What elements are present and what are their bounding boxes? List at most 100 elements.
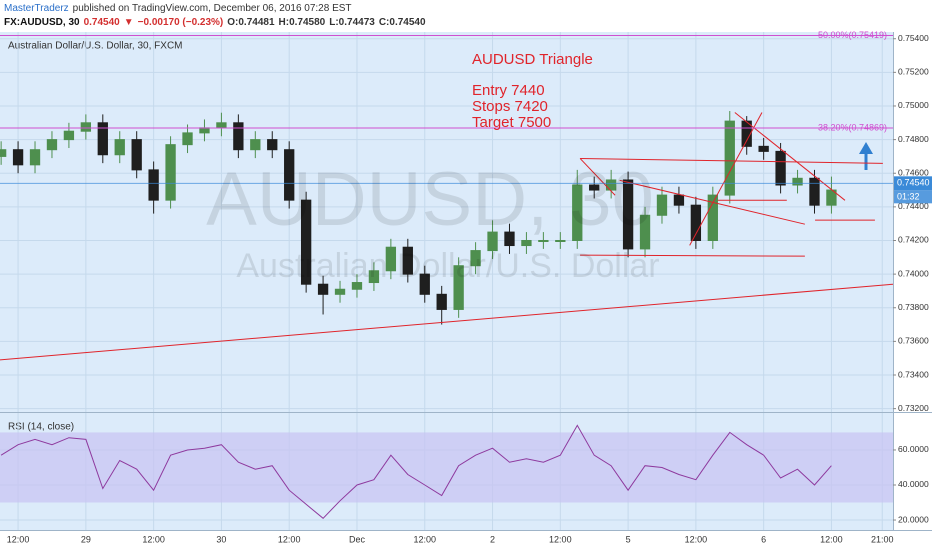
annotation-stops: Stops 7420 [472, 98, 548, 115]
fib-label: 50.00%(0.75419) [818, 30, 887, 40]
candle-body [775, 150, 786, 186]
countdown: 01:32 [897, 192, 920, 202]
x-tick-label: 12:00 [7, 534, 30, 544]
watermark-name: Australian Dollar/U.S. Dollar [236, 247, 659, 285]
candle-body [97, 122, 108, 156]
x-tick-label: 5 [626, 534, 631, 544]
y-tick-label: 0.73400 [898, 369, 929, 379]
candle-body [690, 204, 702, 241]
published: published on TradingView.com, December 0… [73, 3, 352, 14]
candle-body [487, 231, 498, 252]
annotation-target: Target 7500 [472, 114, 551, 131]
candle-body [63, 130, 75, 141]
y-tick-label: 0.75200 [898, 67, 929, 77]
trend-line [580, 254, 805, 257]
x-tick-label: 30 [216, 534, 226, 544]
candle-body [724, 120, 735, 196]
quote-item: C:0.74540 [379, 17, 426, 28]
candle-body [402, 246, 413, 275]
y-tick-label: 0.74400 [898, 201, 929, 211]
candle-body [368, 270, 380, 284]
y-tick-label: 0.75000 [898, 100, 929, 110]
quote-item: ▼ [124, 17, 134, 28]
quote-item: FX:AUDUSD, 30 [4, 17, 80, 28]
pane-title: Australian Dollar/U.S. Dollar, 30, FXCM [8, 41, 183, 52]
quote-item: L:0.74473 [329, 17, 375, 28]
candle-body [758, 145, 769, 152]
candle-body [809, 177, 820, 206]
candle-body [436, 293, 447, 310]
candle-body [639, 214, 651, 250]
y-tick-label: 0.73200 [898, 403, 929, 413]
trend-line [734, 112, 846, 201]
candle-body [741, 120, 752, 147]
candle-body [673, 194, 685, 206]
candle-body [148, 169, 159, 201]
candle-body [589, 184, 600, 191]
x-tick-label: Dec [349, 534, 366, 544]
candle-body [572, 184, 583, 241]
candle-body [555, 239, 566, 242]
candle-body [12, 149, 24, 166]
annotation-title: AUDUSD Triangle [472, 51, 593, 68]
quote-item: −0.00170 (−0.23%) [138, 17, 224, 28]
candle-body [131, 139, 142, 171]
candle-body [199, 127, 210, 134]
y-tick-label: 40.0000 [898, 479, 929, 489]
x-tick-label: 12:00 [278, 534, 301, 544]
candle-body [656, 194, 668, 216]
candle-body [521, 239, 532, 247]
candle-body [46, 139, 58, 151]
last-price-label: 0.74540 [897, 178, 930, 188]
y-tick-label: 0.74600 [898, 167, 929, 177]
y-tick-label: 60.0000 [898, 444, 929, 454]
candle-body [233, 122, 244, 151]
candle-body [0, 149, 7, 157]
header-line: MasterTraderz published on TradingView.co… [4, 3, 352, 14]
candle-body [29, 149, 41, 166]
quote-item: H:0.74580 [279, 17, 326, 28]
annotation: AUDUSD Triangle Entry 7440 Stops 7420 Ta… [472, 51, 593, 131]
y-tick-label: 0.74000 [898, 268, 929, 278]
candle-body [165, 144, 176, 201]
countdown-box [894, 190, 932, 204]
price-pane [0, 32, 893, 412]
y-tick-label: 0.74800 [898, 134, 929, 144]
candle-body [334, 288, 346, 295]
candle-body [538, 239, 549, 242]
candle-body [622, 179, 634, 250]
trend-line [579, 158, 616, 196]
trend-line [689, 112, 763, 246]
rsi-legend: RSI (14, close) [8, 422, 74, 433]
candle-body [792, 177, 803, 186]
x-tick-label: 12:00 [685, 534, 708, 544]
x-tick-label: 29 [81, 534, 91, 544]
candle-body [267, 139, 278, 151]
y-tick-label: 0.74200 [898, 235, 929, 245]
trend-line [0, 283, 894, 361]
x-tick-label: 12:00 [142, 534, 165, 544]
candle-body [504, 231, 515, 247]
arrow-up [859, 142, 873, 170]
rsi-band [0, 432, 893, 503]
y-tick-label: 0.75400 [898, 33, 929, 43]
x-tick-label: 2 [490, 534, 495, 544]
quote-item: O:0.74481 [227, 17, 275, 28]
x-tick-label: 12:00 [820, 534, 843, 544]
fib-label: 38.20%(0.74869) [818, 122, 887, 132]
candle-body [453, 265, 464, 310]
candle-body [300, 199, 312, 285]
rsi-line [0, 424, 832, 519]
candle-body [114, 139, 125, 156]
quote-item: 0.74540 [84, 17, 121, 28]
candle-body [250, 139, 261, 151]
candle-body [216, 122, 227, 129]
last-price-box [894, 176, 932, 191]
candle-body [284, 149, 295, 201]
candle-body [317, 283, 329, 295]
x-tick-label: 21:00 [871, 534, 894, 544]
candle-body [351, 282, 363, 290]
candle-body [419, 273, 430, 295]
publisher: MasterTraderz [4, 3, 69, 14]
